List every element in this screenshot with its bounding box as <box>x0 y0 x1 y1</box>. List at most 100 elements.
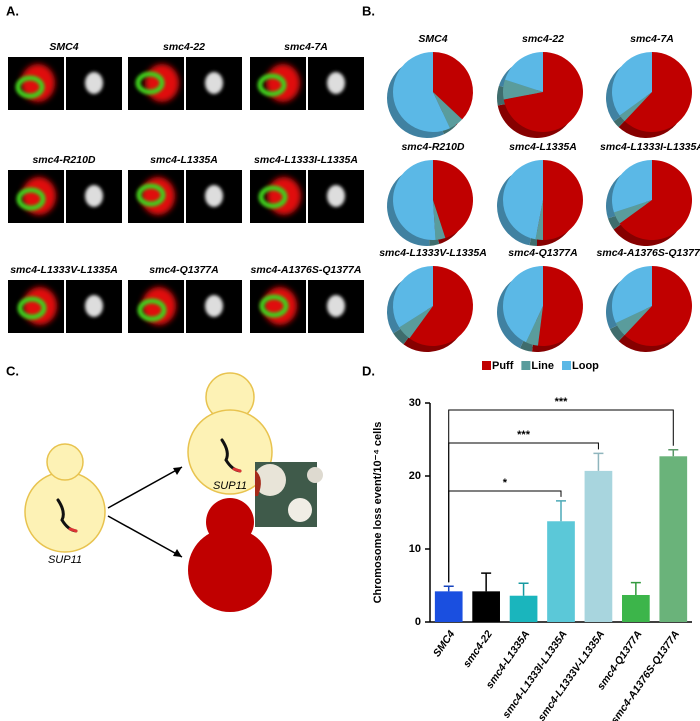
pie-slice <box>504 52 543 92</box>
significance-bracket <box>448 409 674 583</box>
cell <box>188 528 272 612</box>
rdna-signal <box>16 187 46 211</box>
image-title: smc4-Q1377A <box>149 264 218 276</box>
chromosome-marker <box>68 527 78 533</box>
cell <box>24 471 106 553</box>
rdna-signal <box>259 294 289 318</box>
x-tick-label: smc4-L1333V-L1335A <box>536 628 608 721</box>
image-title: SMC4 <box>49 41 78 53</box>
bar <box>584 470 613 622</box>
error-bar <box>481 572 492 592</box>
pie-title: smc4-A1376S-Q1377A <box>597 247 700 259</box>
pie-title: smc4-Q1377A <box>508 247 577 259</box>
colony-sector <box>255 470 261 496</box>
pie-slice <box>612 160 652 213</box>
pie-slice <box>535 200 543 240</box>
pie-slice <box>624 266 692 346</box>
pie-slice <box>615 306 652 336</box>
pie-title: smc4-22 <box>522 33 564 45</box>
rdna-signal <box>17 296 47 320</box>
panel-label: B. <box>362 3 375 18</box>
pie-slice <box>393 160 436 240</box>
x-tick-label: smc4-22 <box>461 628 495 669</box>
colony <box>288 498 312 522</box>
y-tick-label: 10 <box>409 543 421 555</box>
rdna-gray <box>205 72 223 94</box>
rdna-gray <box>327 72 345 94</box>
error-bar <box>443 585 454 592</box>
error-bar <box>518 582 529 596</box>
dna-signal <box>23 287 57 325</box>
rdna-gray <box>85 72 103 94</box>
rdna-gray <box>327 185 345 207</box>
pie-slice <box>503 52 583 133</box>
x-tick-label: SMC4 <box>431 628 458 659</box>
panel-label: A. <box>6 3 19 18</box>
bar <box>622 594 650 622</box>
image-title: smc4-7A <box>284 41 328 53</box>
pie-slice <box>525 306 543 346</box>
rdna-signal <box>136 183 166 207</box>
bar <box>434 591 463 622</box>
pie-title: smc4-L1333I-L1335A <box>600 141 700 153</box>
significance-bracket <box>448 442 599 583</box>
legend-swatch <box>562 361 572 370</box>
bar <box>472 591 500 622</box>
y-tick-label: 0 <box>415 616 421 628</box>
gene-label: SUP11 <box>48 554 82 566</box>
pie-title: smc4-R210D <box>401 141 464 153</box>
pie-slice <box>392 52 451 132</box>
pie-slice <box>503 160 543 240</box>
pie-slice <box>433 200 446 240</box>
colony <box>307 467 323 483</box>
significance-label: * <box>503 477 508 489</box>
pie-slice <box>619 160 693 241</box>
pie-title: smc4-L1333V-L1335A <box>379 247 487 259</box>
rdna-gray <box>205 185 223 207</box>
image-title: smc4-L1333V-L1335A <box>10 264 118 276</box>
panel-label: D. <box>362 363 375 378</box>
y-tick-label: 20 <box>409 470 421 482</box>
bar <box>509 595 538 622</box>
pie-slice <box>433 92 463 129</box>
bar <box>547 521 575 622</box>
image-title: smc4-L1335A <box>150 154 218 166</box>
pie-slice <box>393 266 433 328</box>
rdna-gray <box>85 185 103 207</box>
significance-bracket <box>448 490 562 583</box>
legend-label: Line <box>531 360 554 372</box>
rdna-gray <box>327 295 345 317</box>
significance-label: *** <box>555 396 569 408</box>
diagram: SUP11 SUP11 <box>24 372 323 612</box>
gene-label: SUP11 <box>213 480 247 492</box>
legend-swatch <box>482 361 491 370</box>
rdna-signal <box>258 185 288 209</box>
pie-slice <box>613 200 652 224</box>
pie-slice <box>503 79 543 100</box>
pie-slice <box>612 266 652 324</box>
colony <box>254 464 286 496</box>
pie-slice <box>399 306 433 339</box>
error-bar <box>668 448 679 457</box>
legend-swatch <box>521 361 531 370</box>
y-axis-label: Chromosome loss event/10⁻⁴ cells <box>372 422 384 604</box>
error-bar <box>630 581 641 595</box>
pie-slice <box>433 52 474 120</box>
bar <box>659 456 688 622</box>
pie-slice <box>537 266 583 346</box>
pie-slice <box>543 160 583 240</box>
image-title: smc4-A1376S-Q1377A <box>251 264 362 276</box>
pie-title: smc4-7A <box>630 33 674 45</box>
legend-label: Puff <box>492 360 514 372</box>
cell <box>187 409 273 495</box>
panel-label: C. <box>6 363 19 378</box>
rdna-signal <box>135 71 165 95</box>
rdna-gray <box>205 295 223 317</box>
pie-slice <box>624 52 693 133</box>
rdna-signal <box>15 75 45 99</box>
x-tick-label: smc4-L1333I-L1335A <box>500 628 569 720</box>
dna-signal <box>263 287 297 325</box>
dna-signal <box>141 177 175 215</box>
dna-signal <box>142 287 176 325</box>
error-bar <box>593 452 604 471</box>
